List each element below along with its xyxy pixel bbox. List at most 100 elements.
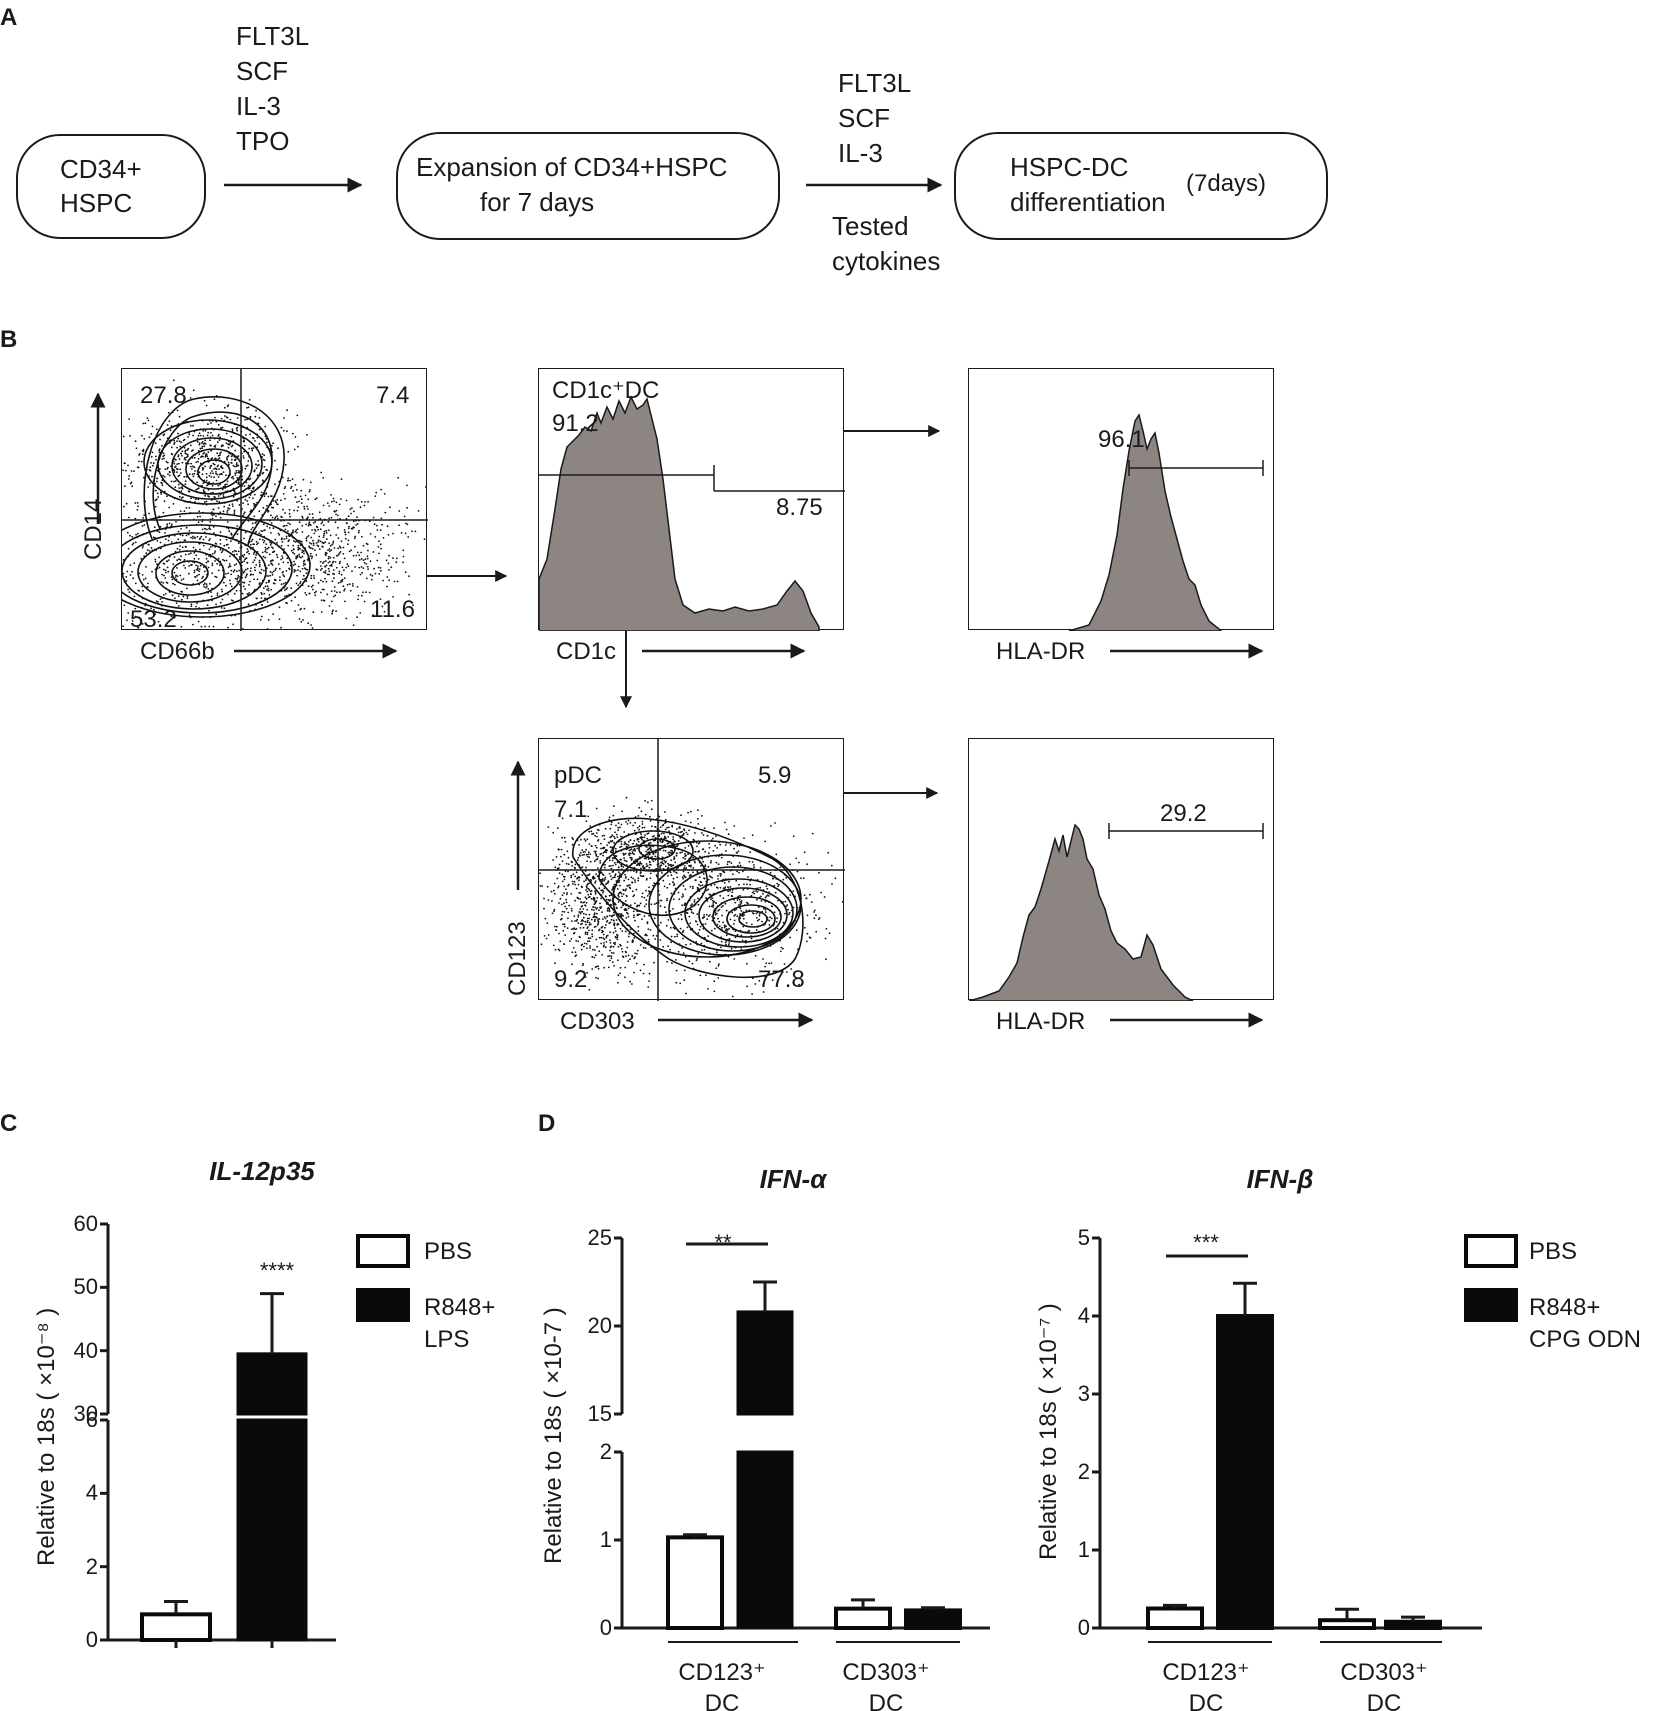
chart-d2-title: IFN-β: [1246, 1164, 1314, 1194]
d1-cat1-line1: CD123⁺: [678, 1659, 766, 1686]
d2-cat1-line2: DC: [1188, 1690, 1224, 1711]
flow-plot-cd123-cd303: [538, 738, 845, 1001]
chart-d1-significance: **: [714, 1230, 732, 1255]
chart-d1-ticklabel-upper-0: 15: [587, 1401, 612, 1426]
p4-q-lr: 77.8: [758, 966, 805, 993]
p4-q-ll: 9.2: [554, 966, 588, 993]
chart-d1-bar-0-1: [834, 1606, 892, 1631]
chart-d1-ylabel: Relative to 18s ( ×10-7 ): [540, 1307, 567, 1564]
p4-q-ul: 7.1: [554, 796, 588, 823]
p1-q-ll: 53.2: [130, 606, 177, 633]
chart-c-ticklabel-lower-2: 4: [85, 1480, 98, 1506]
legend-c-swatch-r848: [356, 1288, 410, 1322]
d1-cat1-line2: DC: [704, 1690, 740, 1711]
chart-d1-ticklabel-lower-1: 1: [599, 1527, 612, 1552]
p4-gate-label: pDC: [554, 762, 603, 789]
chart-c-bar-0-0: [140, 1612, 212, 1643]
box1-line2: HSPC: [60, 188, 133, 218]
d1-cat2-line2: DC: [868, 1690, 904, 1711]
chart-d2-bar-0-1: [1318, 1618, 1376, 1630]
flow-histogram-hladr-cd1c: [968, 368, 1274, 631]
box1-line1: CD34+: [60, 154, 142, 184]
cyto2-il3: IL-3: [838, 138, 883, 168]
chart-c-significance: ****: [259, 1258, 295, 1283]
legend-c-lps: LPS: [424, 1326, 470, 1353]
chart-d2-bar-1-0: [1216, 1314, 1274, 1630]
p4-xaxis-label: CD303: [560, 1008, 635, 1035]
workflow-box-expansion: [396, 132, 780, 240]
legend-c-r848: R848+: [424, 1294, 496, 1321]
box2-line1: Expansion of CD34+HSPC: [416, 152, 728, 182]
panel-label-d: D: [538, 1110, 556, 1137]
chart-d1-bar-upper-1-0: [736, 1310, 794, 1416]
chart-d1-bar-0-0: [666, 1535, 724, 1630]
p5-histogram: [969, 823, 1264, 1001]
chart-c-ticklabel-upper-3: 60: [73, 1211, 98, 1236]
box3-line1: HSPC-DC: [1010, 152, 1129, 182]
chart-c-ticklabel-lower-3: 6: [85, 1407, 98, 1432]
legend-d-swatch-r848: [1464, 1288, 1518, 1322]
chart-d2-ylabel: Relative to 18s ( ×10⁻⁷ ): [1035, 1303, 1062, 1560]
p1-xaxis-label: CD66b: [140, 638, 215, 665]
p2-histogram: [539, 395, 845, 631]
legend-c-swatch-pbs: [356, 1234, 410, 1268]
legend-d-pbs: PBS: [1529, 1238, 1578, 1265]
d2-cat2-line2: DC: [1366, 1690, 1402, 1711]
chart-c-ticklabel-upper-0: 30: [73, 1401, 98, 1426]
chart-d2-ticklabel-1: 1: [1077, 1537, 1090, 1562]
p2-gate-label: CD1c⁺DC: [552, 377, 660, 404]
box3-line2: differentiation: [1010, 187, 1166, 217]
chart-d2-ticklabel-0: 0: [1077, 1615, 1090, 1640]
p1-q-ur: 7.4: [376, 382, 410, 409]
chart-c-bar-lower-1-0: [236, 1418, 308, 1642]
chart-c-ticklabel-lower-0: 0: [85, 1627, 98, 1652]
p5-xaxis-label: HLA-DR: [996, 1008, 1086, 1035]
cyto1-flt3l: FLT3L: [236, 21, 310, 51]
chart-d1-ticklabel-upper-2: 25: [587, 1225, 612, 1250]
p1-contours: [122, 369, 428, 631]
p1-q-ul: 27.8: [140, 382, 187, 409]
chart-d2-significance: ***: [1193, 1230, 1219, 1255]
flow-plot-cd14-cd66b: [121, 368, 428, 631]
panel-label-c: C: [0, 1110, 18, 1137]
panel-label-b: B: [0, 326, 18, 353]
cyto1-il3: IL-3: [236, 91, 281, 121]
p4-q-ur: 5.9: [758, 762, 792, 789]
chart-c-ticklabel-upper-1: 40: [73, 1337, 98, 1363]
chart-d2-ticklabel-2: 2: [1077, 1459, 1090, 1484]
chart-c-bar-upper-1-0: [236, 1352, 308, 1416]
p5-value: 29.2: [1160, 800, 1207, 827]
workflow-box-differentiation: [954, 132, 1328, 240]
chart-d1-ticklabel-lower-2: 2: [599, 1439, 612, 1464]
chart-c-ticklabel-lower-1: 2: [85, 1553, 98, 1579]
chart-d1-title: IFN-α: [759, 1164, 827, 1194]
p3-histogram: [1068, 413, 1264, 631]
flow-histogram-hladr-pdc: [968, 738, 1274, 1001]
p2-gate-value: 91.2: [552, 410, 599, 437]
box2-line2: for 7 days: [480, 187, 595, 217]
p3-xaxis-label: HLA-DR: [996, 638, 1086, 665]
tested-line2: cytokines: [832, 246, 941, 276]
workflow-box-hspc: [16, 134, 206, 239]
p2-neg-value: 8.75: [776, 494, 823, 521]
chart-d1-ticklabel-upper-1: 20: [587, 1313, 612, 1338]
p1-q-lr: 11.6: [370, 596, 415, 623]
p3-value: 96.1: [1098, 426, 1145, 453]
chart-d2-ticklabel-4: 4: [1077, 1303, 1090, 1328]
d2-cat2-line1: CD303⁺: [1340, 1659, 1428, 1686]
cyto1-tpo: TPO: [236, 126, 290, 156]
legend-d-swatch-pbs: [1464, 1234, 1518, 1268]
chart-d1-bar-1-1: [904, 1608, 962, 1631]
cyto1-scf: SCF: [236, 56, 288, 86]
panel-label-a: A: [0, 4, 18, 31]
chart-d2-bar-1-1: [1384, 1619, 1442, 1631]
p4-contours: [539, 739, 845, 1001]
cyto2-scf: SCF: [838, 103, 890, 133]
flow-histogram-cd1c: [538, 368, 845, 631]
d2-cat1-line1: CD123⁺: [1162, 1659, 1250, 1686]
d1-cat2-line1: CD303⁺: [842, 1659, 930, 1686]
box3-days: (7days): [1186, 170, 1267, 197]
tested-line1: Tested: [832, 211, 909, 241]
